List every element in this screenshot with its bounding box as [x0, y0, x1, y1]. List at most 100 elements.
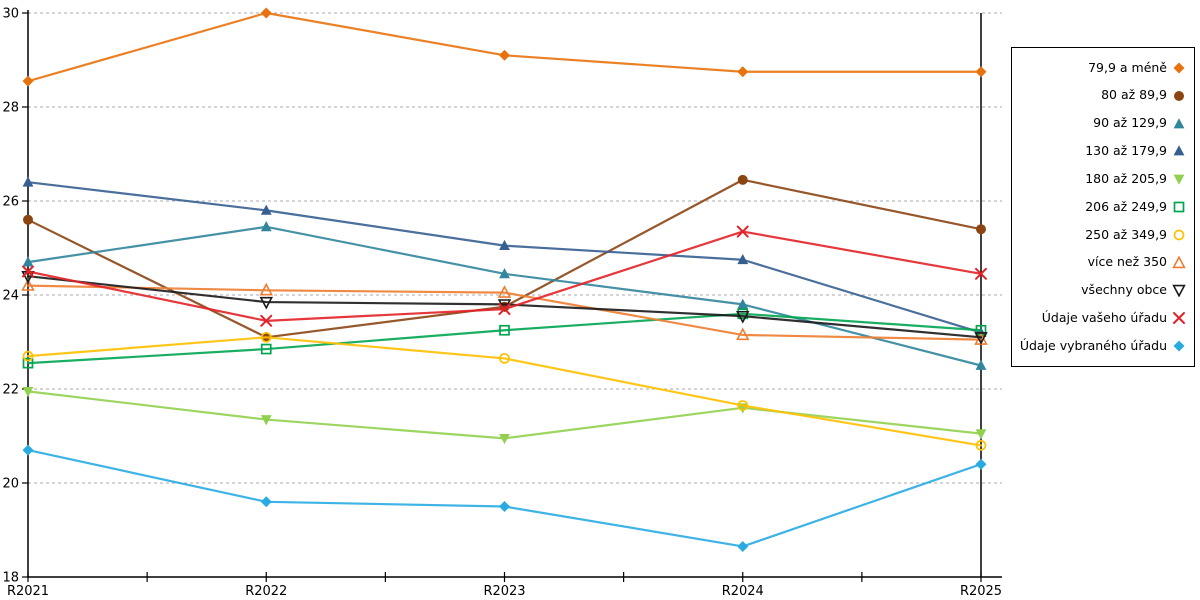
legend-marker-icon [1172, 255, 1186, 268]
data-point-marker-icon [737, 400, 749, 411]
data-point-marker-icon [22, 256, 34, 267]
series-line [26, 275, 983, 339]
data-point-marker-icon [22, 357, 34, 369]
legend-item: 80 až 89,9 [1016, 89, 1186, 103]
data-point-marker-icon [22, 75, 34, 87]
data-point-marker-icon [22, 350, 34, 362]
data-point-marker-icon [499, 353, 510, 364]
data-point-marker-icon [260, 221, 272, 232]
data-point-marker-icon [975, 440, 987, 451]
data-point-marker-icon [736, 225, 749, 238]
legend-item: 130 až 179,9 [1016, 144, 1186, 158]
data-point-marker-icon [976, 224, 986, 235]
legend-marker-icon [1173, 145, 1185, 156]
series-line [26, 312, 983, 365]
legend-marker-icon [1174, 90, 1184, 101]
data-point-marker-icon [975, 66, 987, 78]
legend-item-label: 90 až 129,9 [1093, 115, 1167, 131]
x-tick-label: R2024 [722, 584, 764, 599]
data-point-marker-icon [736, 327, 750, 341]
legend-item-label: 79,9 a méně [1088, 59, 1167, 75]
data-point-marker-icon [22, 265, 34, 278]
legend-marker-icon [1173, 229, 1185, 241]
y-tick-label: 30 [2, 7, 19, 22]
legend-marker-glyph-icon [1172, 255, 1186, 268]
x-tick-label: R2022 [245, 584, 287, 599]
legend-item-label: 130 až 179,9 [1085, 143, 1167, 159]
series-line [26, 390, 983, 440]
legend-marker-glyph-icon [1172, 285, 1186, 298]
data-point-marker-icon [499, 324, 510, 336]
series-line [26, 178, 983, 339]
data-point-marker-icon [259, 296, 273, 310]
x-tick-label: R2021 [7, 584, 49, 599]
series-line [26, 336, 983, 447]
data-point-marker-icon [737, 174, 748, 185]
data-point-marker-icon [975, 458, 987, 470]
legend-marker-glyph-icon [1173, 340, 1185, 352]
legend-item: více než 350 [1016, 254, 1186, 270]
legend-marker-glyph-icon [1173, 62, 1185, 74]
legend-item-label: 250 až 349,9 [1085, 226, 1167, 242]
data-point-marker-icon [499, 49, 510, 61]
legend-item: Údaje vybraného úřadu [1016, 339, 1186, 353]
data-point-marker-icon [974, 332, 988, 345]
legend-marker-icon [1173, 201, 1185, 213]
legend-item-label: Údaje vybraného úřadu [1019, 337, 1167, 353]
data-point-marker-icon [737, 253, 749, 265]
y-tick-label: 20 [2, 477, 19, 492]
data-point-marker-icon [975, 267, 987, 280]
data-point-marker-icon [260, 7, 272, 19]
legend-item: 180 až 205,9 [1016, 172, 1186, 186]
data-point-marker-icon [22, 386, 34, 398]
data-point-marker-icon [737, 66, 749, 78]
series-line [26, 284, 983, 341]
data-point-marker-icon [22, 176, 34, 187]
data-point-marker-icon [498, 303, 511, 316]
data-point-marker-icon [260, 314, 273, 327]
data-point-marker-icon [260, 343, 272, 355]
data-point-marker-icon [260, 331, 272, 343]
legend-marker-glyph-icon [1173, 117, 1185, 128]
data-point-marker-icon [975, 429, 987, 440]
legend-marker-glyph-icon [1173, 229, 1185, 241]
data-point-marker-icon [497, 285, 512, 298]
data-point-marker-icon [23, 214, 33, 225]
legend-marker-glyph-icon [1174, 90, 1184, 101]
legend-marker-icon [1173, 312, 1185, 325]
data-point-marker-icon [499, 433, 510, 445]
legend-marker-glyph-icon [1173, 174, 1185, 185]
legend: 79,9 a méně 80 až 89,9 90 až 129,9 130 až 1… [1011, 47, 1195, 367]
legend-marker-icon [1173, 117, 1185, 128]
legend-item-label: více než 350 [1087, 254, 1167, 270]
series-line [26, 449, 983, 548]
data-point-marker-icon [499, 239, 510, 251]
legend-item-label: 180 až 205,9 [1085, 170, 1167, 186]
data-point-marker-icon [499, 501, 510, 512]
legend-marker-glyph-icon [1173, 145, 1185, 156]
legend-marker-icon [1173, 340, 1185, 352]
series-line [26, 11, 983, 83]
x-tick-label: R2023 [483, 584, 525, 599]
data-point-marker-icon [260, 496, 272, 508]
legend-marker-glyph-icon [1173, 312, 1185, 325]
legend-item: 206 až 249,9 [1016, 200, 1186, 214]
y-tick-label: 22 [2, 383, 19, 398]
y-tick-label: 24 [2, 289, 19, 304]
legend-item-label: Údaje vašeho úřadu [1041, 309, 1167, 325]
legend-marker-glyph-icon [1173, 201, 1185, 213]
legend-item: 90 až 129,9 [1016, 117, 1186, 131]
data-point-marker-icon [259, 282, 273, 296]
legend-item-label: 206 až 249,9 [1085, 198, 1167, 214]
data-point-marker-icon [21, 278, 35, 291]
y-tick-label: 28 [2, 101, 19, 116]
legend-item: Údaje vašeho úřadu [1016, 311, 1186, 325]
legend-marker-icon [1173, 174, 1185, 185]
legend-marker-icon [1173, 62, 1185, 74]
y-tick-label: 18 [2, 571, 19, 586]
data-point-marker-icon [499, 268, 510, 279]
legend-item-label: 80 až 89,9 [1101, 87, 1167, 103]
x-tick-label: R2025 [960, 584, 1002, 599]
